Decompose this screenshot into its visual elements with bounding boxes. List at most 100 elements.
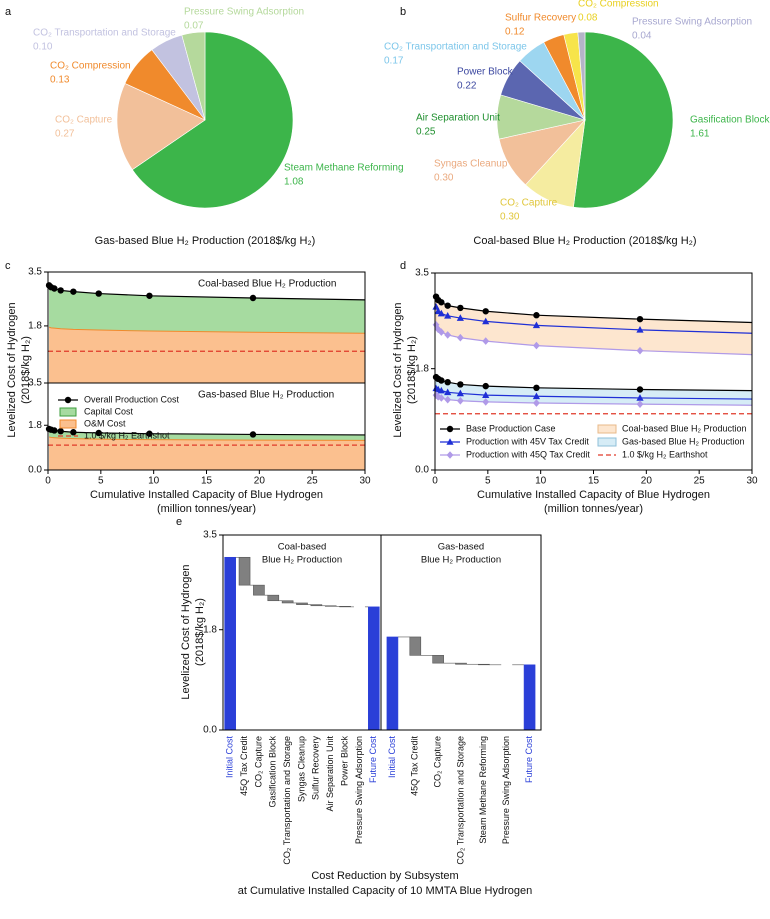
legend-label: Overall Production Cost: [84, 394, 180, 404]
x-tick-label: 45Q Tax Credit: [239, 736, 249, 796]
pie-slice: [116, 83, 206, 171]
slice-value: 1.08: [284, 177, 304, 188]
marker: [444, 331, 452, 339]
group-title: Blue H₂ Production: [421, 555, 501, 566]
group-title: Gas-based: [438, 542, 484, 553]
bar: [253, 584, 265, 596]
area: [49, 436, 365, 470]
x-tick-label: 20: [641, 476, 653, 487]
legend-label: Base Production Case: [466, 423, 556, 433]
marker: [437, 394, 445, 402]
marker: [444, 378, 451, 386]
y-tick-label: 1.8: [28, 321, 42, 332]
marker: [249, 294, 257, 302]
marker: [636, 400, 644, 408]
slice-value: 0.12: [505, 27, 525, 38]
panel-letter: c: [5, 260, 11, 272]
bar: [339, 606, 351, 608]
marker: [532, 392, 541, 400]
bar: [455, 662, 467, 665]
slice-value: 0.13: [50, 75, 70, 86]
bar: [224, 556, 236, 731]
bar: [478, 663, 490, 666]
marker: [438, 377, 445, 384]
marker: [457, 304, 464, 312]
legend-swatch: [59, 407, 77, 417]
slice-value: 0.30: [434, 173, 454, 184]
slice-value: 0.07: [184, 21, 204, 32]
x-tick-label: Syngas Cleanup: [296, 736, 306, 802]
x-axis-label: Cumulative Installed Capacity of Blue Hy…: [477, 489, 710, 501]
marker: [636, 386, 644, 393]
x-tick-label: Steam Methane Reforming: [478, 736, 488, 844]
marker: [57, 287, 64, 294]
slice-label: CO₂ Transportation and Storage: [33, 28, 176, 39]
bar: [310, 604, 323, 607]
slice-label: Air Separation Unit: [416, 113, 500, 124]
bar: [409, 636, 422, 656]
marker: [482, 398, 490, 406]
x-tick-label: 25: [694, 476, 706, 487]
marker: [482, 308, 489, 315]
slice-value: 0.10: [33, 42, 53, 53]
area-edge: [48, 326, 366, 334]
bar: [281, 600, 294, 604]
x-tick-label: Sulfur Recovery: [311, 736, 321, 801]
legend-label: Production with 45Q Tax Credit: [466, 449, 590, 459]
x-tick-label: 5: [485, 476, 491, 487]
marker: [446, 438, 454, 445]
marker: [432, 302, 440, 310]
y-tick-label: 1.8: [203, 624, 217, 635]
bar: [386, 636, 399, 731]
marker: [51, 427, 58, 434]
marker: [57, 428, 64, 435]
x-tick-label: 15: [201, 476, 213, 487]
marker: [636, 394, 644, 401]
y-tick-label: 3.5: [203, 530, 217, 541]
marker: [533, 384, 540, 392]
marker: [70, 288, 77, 295]
bar: [523, 664, 536, 731]
marker: [482, 317, 490, 325]
y-axis-label: (2018$/kg H₂): [406, 336, 418, 404]
x-axis-label: Cumulative Installed Capacity of Blue Hy…: [90, 489, 323, 501]
marker: [444, 388, 452, 396]
area: [49, 327, 365, 383]
area-edge: [48, 436, 366, 441]
slice-value: 1.61: [690, 129, 710, 140]
marker: [70, 429, 77, 436]
group-title: Blue H₂ Production: [262, 555, 342, 566]
bar: [432, 655, 444, 664]
marker: [533, 312, 540, 319]
x-tick-label: Pressure Swing Adsorption: [501, 736, 511, 844]
y-tick-label: 0.0: [203, 725, 217, 736]
x-tick-label: Future Cost: [524, 736, 534, 784]
legend-label: Capital Cost: [84, 406, 134, 416]
x-tick-label: 0: [45, 476, 51, 487]
marker: [437, 309, 445, 317]
x-tick-label: 10: [148, 476, 160, 487]
y-tick-label: 0.0: [415, 465, 429, 476]
slice-label: CO₂ Capture: [55, 115, 113, 126]
x-tick-label: Pressure Swing Adsorption: [354, 736, 364, 844]
marker: [636, 315, 644, 323]
y-tick-label: 1.8: [28, 420, 42, 431]
x-axis-label: (million tonnes/year): [544, 503, 643, 515]
marker: [533, 399, 540, 407]
subplot-title: Coal-based Blue H₂ Production: [198, 279, 336, 290]
panel-letter: a: [5, 6, 12, 18]
marker: [636, 346, 644, 355]
marker: [482, 391, 490, 398]
marker: [51, 285, 58, 292]
x-tick-label: 45Q Tax Credit: [410, 736, 420, 796]
marker: [456, 389, 464, 397]
marker: [533, 341, 540, 350]
marker: [146, 292, 153, 299]
bar: [267, 594, 280, 602]
legend-label: Gas-based Blue H₂ Production: [622, 436, 745, 446]
slice-label: CO₂ Capture: [500, 198, 558, 209]
marker: [146, 430, 153, 437]
y-axis-label: Levelized Cost of Hydrogen: [180, 564, 192, 699]
marker: [482, 382, 489, 390]
